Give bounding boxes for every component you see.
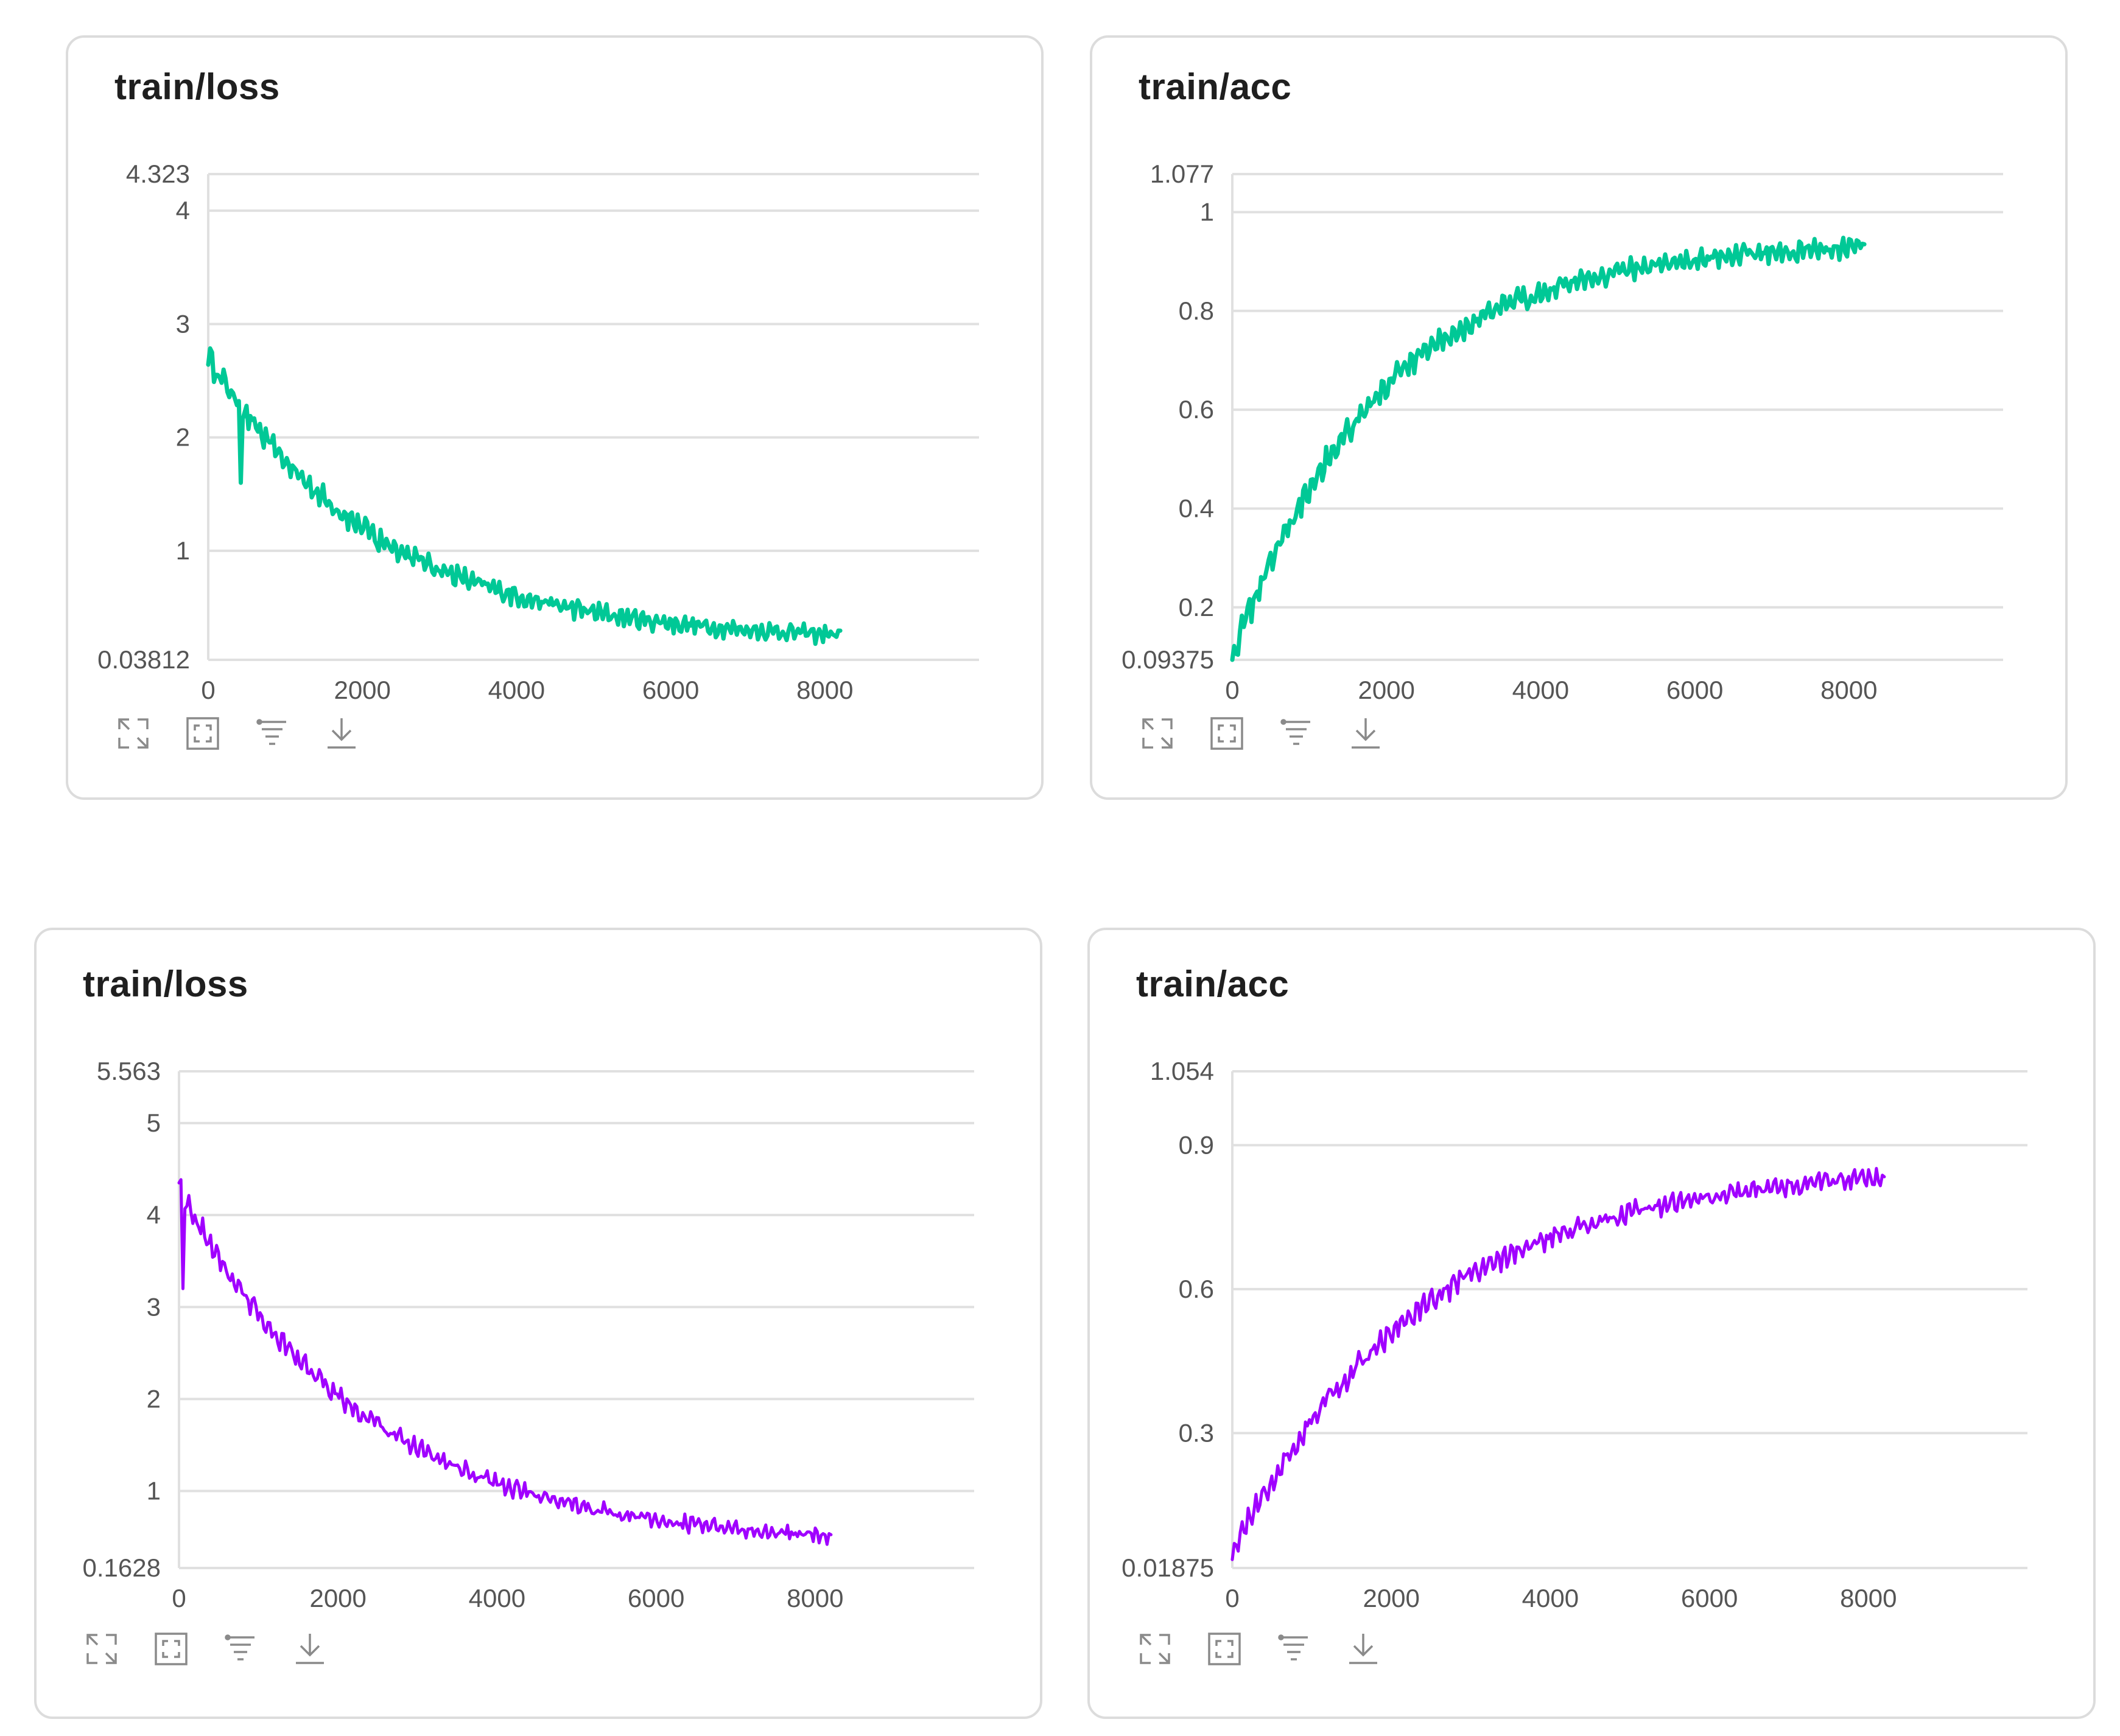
fit-icon[interactable]	[181, 712, 224, 755]
y-tick-label: 0.1628	[83, 1553, 161, 1582]
series-line	[1230, 236, 1867, 662]
fit-icon[interactable]	[1206, 712, 1248, 755]
chart-card-train-acc-green: train/acc 0.09375 0.2 0.4 0.6 0.8 1 1.077 0 2000…	[1090, 35, 2068, 800]
y-tick-label: 1.054	[1150, 1057, 1214, 1085]
series-line	[177, 1178, 833, 1546]
expand-icon[interactable]	[1134, 1628, 1176, 1670]
chart-svg: 0.09375 0.2 0.4 0.6 0.8 1 1.077 0 2000 4000 6000 80…	[1121, 159, 2003, 704]
download-icon[interactable]	[1342, 1628, 1385, 1670]
chart-title: train/acc	[1136, 964, 1290, 1004]
chart-title: train/loss	[83, 964, 248, 1004]
y-tick-label: 4	[176, 196, 190, 225]
y-tick-label: 0.6	[1179, 1275, 1214, 1303]
y-tick-label: 0.2	[1179, 593, 1214, 621]
chart-svg: 0.1628 1 2 3 4 5 5.563 0 2000 4000 6000 8000	[83, 1057, 974, 1612]
download-icon[interactable]	[289, 1628, 331, 1670]
chart-toolbar	[1136, 712, 1387, 755]
chart-title: train/loss	[114, 66, 280, 107]
x-tick-label: 4000	[488, 676, 545, 704]
chart-card-train-loss-purple: train/loss 0.1628 1 2 3 4 5 5.563 0 2000 4000 6000…	[34, 928, 1042, 1719]
x-tick-label: 4000	[469, 1584, 525, 1612]
y-tick-label: 3	[147, 1292, 161, 1321]
chart-toolbar	[1134, 1628, 1385, 1670]
y-tick-label: 1	[1200, 197, 1214, 226]
chart-title: train/acc	[1139, 66, 1292, 107]
y-tick-label: 5.563	[97, 1057, 161, 1085]
y-tick-label: 4	[147, 1200, 161, 1229]
y-tick-label: 0.03812	[97, 645, 190, 674]
chart-toolbar	[112, 712, 363, 755]
y-tick-label: 4.323	[126, 159, 190, 188]
expand-icon[interactable]	[1136, 712, 1179, 755]
y-tick-label: 0.09375	[1121, 645, 1214, 674]
series-line	[206, 346, 843, 646]
download-icon[interactable]	[1344, 712, 1387, 755]
x-tick-label: 4000	[1512, 676, 1569, 704]
y-tick-label: 0.3	[1179, 1418, 1214, 1447]
x-tick-label: 8000	[796, 676, 853, 704]
y-tick-label: 2	[176, 423, 190, 452]
y-tick-label: 3	[176, 309, 190, 338]
x-tick-label: 4000	[1522, 1584, 1579, 1612]
x-tick-label: 2000	[1363, 1584, 1419, 1612]
fit-icon[interactable]	[150, 1628, 192, 1670]
y-tick-label: 0.8	[1179, 296, 1214, 325]
y-tick-label: 5	[147, 1108, 161, 1137]
y-tick-label: 0.6	[1179, 395, 1214, 424]
y-tick-label: 0.4	[1179, 494, 1214, 522]
chart-toolbar	[80, 1628, 331, 1670]
x-tick-label: 8000	[1820, 676, 1877, 704]
x-tick-label: 6000	[1666, 676, 1723, 704]
y-tick-label: 0.9	[1179, 1130, 1214, 1159]
x-tick-label: 6000	[642, 676, 699, 704]
y-tick-label: 1	[147, 1476, 161, 1505]
y-tick-label: 2	[147, 1384, 161, 1413]
chart-svg: 0.01875 0.3 0.6 0.9 1.054 0 2000 4000 6000 8000	[1121, 1057, 2027, 1612]
chart-card-train-acc-purple: train/acc 0.01875 0.3 0.6 0.9 1.054 0 2000 4000…	[1087, 928, 2096, 1719]
x-tick-label: 0	[1225, 676, 1239, 704]
expand-icon[interactable]	[112, 712, 155, 755]
x-tick-label: 6000	[628, 1584, 684, 1612]
chart-svg: 0.03812 1 2 3 4 4.323 0 2000 4000 6000 8000	[97, 159, 979, 704]
x-tick-label: 0	[1225, 1584, 1239, 1612]
download-icon[interactable]	[320, 712, 363, 755]
expand-icon[interactable]	[80, 1628, 123, 1670]
y-tick-label: 1	[176, 536, 190, 565]
series-line	[1230, 1167, 1886, 1561]
chart-card-train-loss-green: train/loss 0.03812 1 2 3 4 4.323 0 2000 4000 6000…	[66, 35, 1044, 800]
y-tick-label: 0.01875	[1121, 1553, 1214, 1582]
fit-icon[interactable]	[1203, 1628, 1246, 1670]
y-tick-label: 1.077	[1150, 159, 1214, 188]
filter-icon[interactable]	[1275, 712, 1318, 755]
filter-icon[interactable]	[251, 712, 293, 755]
x-tick-label: 2000	[309, 1584, 366, 1612]
filter-icon[interactable]	[219, 1628, 262, 1670]
x-tick-label: 8000	[1840, 1584, 1897, 1612]
x-tick-label: 2000	[334, 676, 390, 704]
x-tick-label: 0	[172, 1584, 186, 1612]
x-tick-label: 6000	[1681, 1584, 1738, 1612]
x-tick-label: 8000	[787, 1584, 843, 1612]
x-tick-label: 2000	[1358, 676, 1414, 704]
x-tick-label: 0	[201, 676, 215, 704]
filter-icon[interactable]	[1272, 1628, 1315, 1670]
